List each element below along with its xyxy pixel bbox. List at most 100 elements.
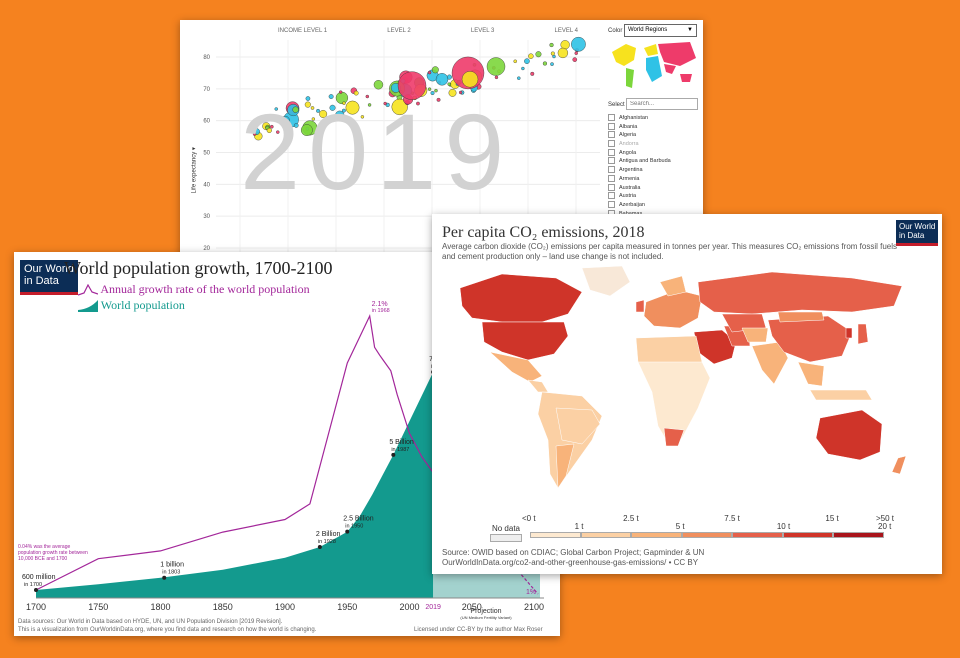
country-bubble[interactable] [391,98,408,116]
country-bubble[interactable] [304,101,311,108]
y-tick-label: 60 [203,119,210,125]
country-list-item[interactable]: Australia [608,183,696,193]
country-bubble[interactable] [338,90,343,94]
country-list-item[interactable]: Argentina [608,166,696,175]
country-bubble[interactable] [383,101,387,106]
country-list-item[interactable]: Austria [608,192,696,201]
country-bubble[interactable] [550,51,555,56]
country-bubble[interactable] [528,53,534,59]
country-bubble[interactable] [305,96,311,101]
country-bubble[interactable] [448,88,457,97]
country-checkbox[interactable] [608,131,615,139]
country-checkbox[interactable] [608,192,615,200]
world-map[interactable] [432,262,942,502]
country-bubble[interactable] [329,104,336,111]
population-legend-icon [78,300,98,313]
country-checkbox[interactable] [608,114,615,122]
co2-url[interactable]: OurWorldInData.org/co2-and-other-greenho… [442,558,699,567]
country-bubble[interactable] [427,87,432,91]
country-list-item[interactable]: Algeria [608,131,696,140]
country-bubble[interactable] [311,117,316,121]
country-bubble[interactable] [247,125,253,130]
country-bubble[interactable] [535,51,542,58]
country-bubble[interactable] [280,115,290,126]
country-bubble[interactable] [292,106,299,113]
country-bubble[interactable] [319,110,328,118]
country-list-item[interactable]: Albania [608,122,696,132]
country-bubble[interactable] [430,91,435,96]
y-axis-label[interactable]: Life expectancy ▾ [191,147,198,194]
country-bubble[interactable] [434,88,438,93]
country-bubble[interactable] [571,36,586,52]
peak-sub: in 1968 [372,308,390,314]
country-bubble[interactable] [513,59,517,64]
map-central-america [527,379,549,393]
country-bubble[interactable] [436,97,441,102]
x-tick-label: 1850 [213,602,233,612]
country-list-item[interactable]: Antigua and Barbuda [608,157,696,166]
country-checkbox[interactable] [608,174,615,182]
color-label: Color [608,28,623,34]
country-checkbox[interactable] [608,140,615,148]
country-bubble[interactable] [427,70,432,75]
country-bubble[interactable] [524,58,530,64]
country-bubble[interactable] [293,123,299,128]
country-bubble[interactable] [461,71,479,88]
country-bubble[interactable] [270,124,274,129]
country-bubble[interactable] [328,94,334,100]
country-bubble[interactable] [550,62,554,66]
country-bubble[interactable] [342,101,346,105]
country-list: Afghanistan Albania Algeria Andorra Angola An… [608,114,696,218]
country-checkbox[interactable] [608,148,615,156]
country-bubble[interactable] [486,57,506,76]
country-bubble[interactable] [416,101,420,106]
country-checkbox[interactable] [608,122,615,130]
x-tick-label: 2000 [399,602,419,612]
country-bubble[interactable] [574,51,578,55]
country-bubble[interactable] [310,106,315,110]
country-bubble[interactable] [353,90,359,96]
country-list-item[interactable]: Andorra [608,140,696,149]
country-bubble[interactable] [252,132,257,136]
country-bubble[interactable] [335,110,345,120]
country-search-input[interactable] [626,98,698,110]
country-list-item[interactable]: Afghanistan [608,114,696,123]
world-regions-map[interactable] [608,38,700,100]
country-bubble[interactable] [447,82,451,86]
country-bubble[interactable] [458,90,463,95]
country-bubble[interactable] [345,100,360,115]
country-checkbox[interactable] [608,183,615,191]
country-list-item[interactable]: Armenia [608,174,696,184]
country-bubble[interactable] [367,103,372,107]
country-bubble[interactable] [360,115,365,119]
country-bubble[interactable] [300,124,313,136]
country-bubble[interactable] [494,75,499,80]
color-select[interactable]: World Regions ▼ [624,24,697,37]
country-bubble[interactable] [572,57,578,62]
country-bubble[interactable] [517,76,521,80]
country-bubble[interactable] [266,127,272,133]
country-bubble[interactable] [557,47,569,59]
country-bubble[interactable] [274,107,278,111]
country-bubble[interactable] [431,66,439,74]
country-bubble[interactable] [542,61,548,66]
country-bubble[interactable] [549,42,554,48]
country-bubble[interactable] [521,66,525,71]
country-bubble[interactable] [530,71,535,76]
country-list-item[interactable]: Azerbaijan [608,200,696,210]
country-checkbox[interactable] [608,157,615,165]
map-russia [697,271,903,315]
country-bubble[interactable] [435,73,449,86]
country-bubble[interactable] [373,80,384,90]
country-checkbox[interactable] [608,166,615,174]
country-bubble[interactable] [365,94,370,99]
country-name: Andorra [619,141,639,148]
country-bubble[interactable] [397,71,427,100]
country-bubble[interactable] [560,40,570,50]
country-bubble[interactable] [341,108,346,113]
country-bubble[interactable] [316,108,320,113]
country-bubble[interactable] [276,130,280,134]
country-checkbox[interactable] [608,200,615,208]
legend-swatch [732,532,783,538]
country-list-item[interactable]: Angola [608,148,696,158]
